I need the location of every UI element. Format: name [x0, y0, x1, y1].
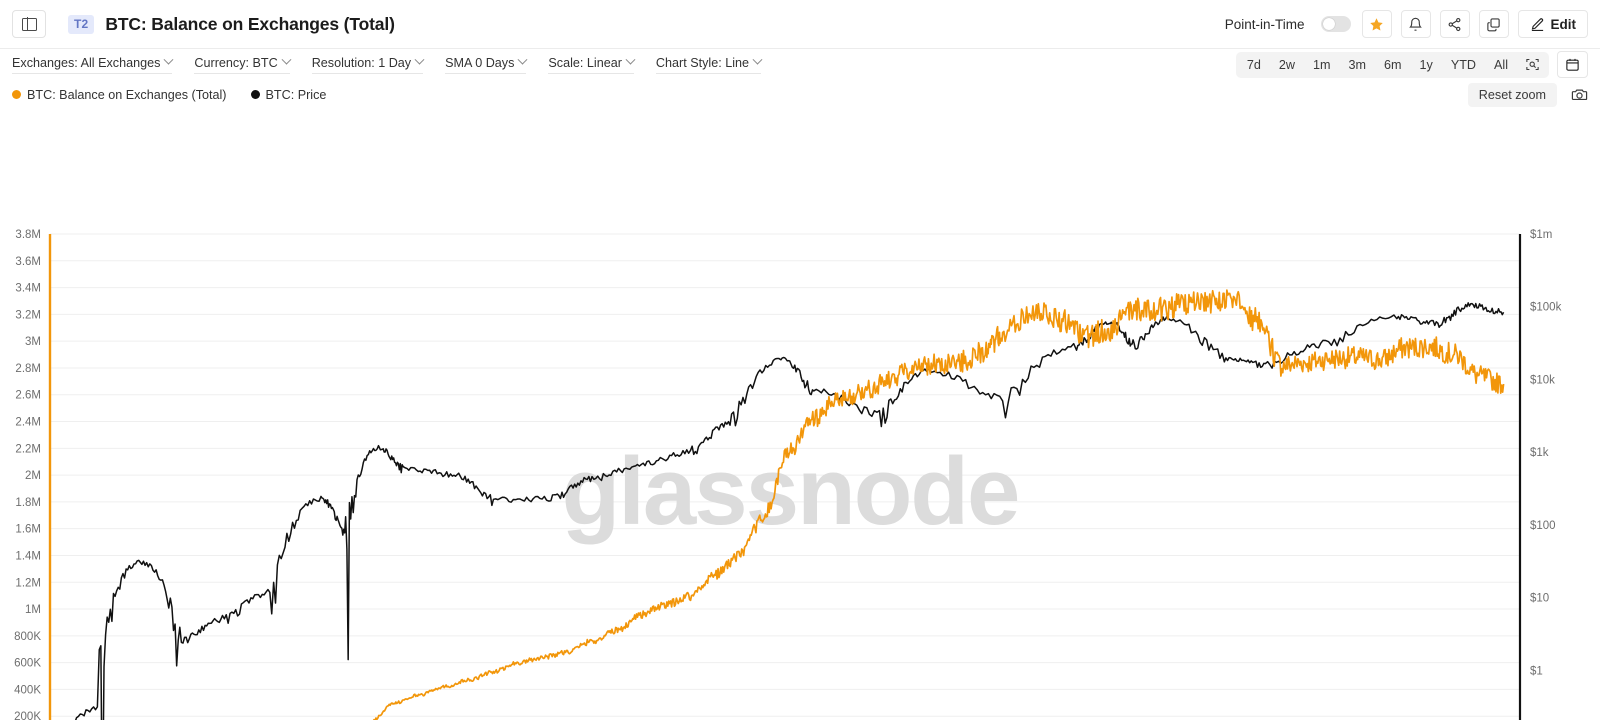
y-axis-left-tick: 3.4M	[15, 283, 41, 295]
watermark: glassnode	[562, 438, 1019, 545]
filter-resolution[interactable]: Resolution: 1 Day	[311, 54, 425, 74]
y-axis-right-tick: $1m	[1530, 229, 1552, 241]
y-axis-left-tick: 3.6M	[15, 256, 41, 268]
filter-scale[interactable]: Scale: Linear	[548, 54, 636, 74]
filter-currency[interactable]: Currency: BTC	[194, 54, 292, 74]
y-axis-left-tick: 1.6M	[15, 524, 41, 536]
range-6m[interactable]: 6m	[1384, 57, 1402, 72]
reset-zoom-button[interactable]: Reset zoom	[1467, 82, 1557, 107]
copy-icon	[1487, 17, 1500, 31]
filter-chart-style-label: Chart Style: Line	[655, 55, 750, 70]
legend-item-balance-label: BTC: Balance on Exchanges (Total)	[27, 87, 227, 102]
edit-button-label: Edit	[1550, 16, 1577, 32]
filter-currency-label: Currency: BTC	[194, 55, 278, 70]
y-axis-left-tick: 2.2M	[15, 443, 41, 455]
y-axis-left-tick: 200K	[14, 711, 41, 720]
filter-exchanges[interactable]: Exchanges: All Exchanges	[12, 54, 174, 74]
y-axis-left-tick: 2.8M	[15, 363, 41, 375]
y-axis-left-tick: 3.2M	[15, 309, 41, 321]
chevron-down-icon	[752, 54, 763, 65]
top-bar: T2 BTC: Balance on Exchanges (Total) Poi…	[0, 0, 1600, 49]
y-axis-right-tick: $100	[1530, 520, 1556, 532]
filter-bar: Exchanges: All Exchanges Currency: BTC R…	[0, 49, 1600, 80]
y-axis-right-tick: $1	[1530, 665, 1543, 677]
sidebar-panel-icon	[21, 16, 37, 32]
y-axis-right-tick: $10	[1530, 593, 1549, 605]
tier-badge: T2	[68, 14, 95, 34]
duplicate-button[interactable]	[1478, 10, 1509, 38]
legend-item-price-label: BTC: Price	[265, 87, 327, 102]
series-line-price	[74, 302, 1505, 720]
pencil-icon	[1531, 17, 1543, 31]
y-axis-left-tick: 400K	[14, 684, 41, 696]
filter-chart-style[interactable]: Chart Style: Line	[655, 54, 763, 74]
time-range-selector: 7d 2w 1m 3m 6m 1y YTD All	[1235, 51, 1549, 78]
y-axis-left-tick: 1.2M	[15, 577, 41, 589]
camera-icon	[1571, 89, 1588, 101]
range-1m[interactable]: 1m	[1313, 57, 1331, 72]
calendar-icon	[1566, 58, 1579, 71]
zoom-select-icon	[1525, 58, 1539, 71]
chevron-down-icon	[414, 54, 425, 65]
bell-icon	[1409, 17, 1422, 31]
chart-svg[interactable]: glassnode 0200K400K600K800K1M1.2M1.4M1.6…	[0, 109, 1600, 720]
legend-actions: Reset zoom	[1467, 82, 1588, 107]
y-axis-left-tick: 2M	[25, 470, 41, 482]
y-axis-left-tick: 1.8M	[15, 497, 41, 509]
filter-sma-label: SMA 0 Days	[445, 55, 515, 70]
y-axis-left-tick: 1.4M	[15, 550, 41, 562]
y-axis-left-tick: 600K	[14, 658, 41, 670]
y-axis-left-tick: 3.8M	[15, 229, 41, 241]
chevron-down-icon	[625, 54, 636, 65]
filter-scale-label: Scale: Linear	[548, 55, 622, 70]
filter-resolution-label: Resolution: 1 Day	[311, 55, 412, 70]
range-1y[interactable]: 1y	[1419, 57, 1433, 72]
page-title: BTC: Balance on Exchanges (Total)	[105, 13, 395, 34]
legend-color-swatch	[250, 90, 260, 99]
share-button[interactable]	[1439, 10, 1470, 38]
point-in-time-label: Point-in-Time	[1224, 16, 1305, 32]
y-axis-left-tick: 1M	[25, 604, 41, 616]
y-axis-right-tick: $10k	[1530, 374, 1555, 386]
legend-bar: BTC: Balance on Exchanges (Total) BTC: P…	[0, 80, 1600, 109]
range-3m[interactable]: 3m	[1348, 57, 1367, 72]
range-ytd[interactable]: YTD	[1450, 57, 1476, 72]
chevron-down-icon	[517, 54, 528, 65]
y-axis-left-tick: 2.6M	[15, 390, 41, 402]
zoom-select-button[interactable]	[1517, 52, 1547, 78]
sidebar-toggle-button[interactable]	[12, 10, 46, 38]
y-axis-right-tick: $100k	[1530, 302, 1562, 314]
alerts-button[interactable]	[1400, 10, 1431, 38]
legend-color-swatch	[12, 90, 21, 99]
legend-item-price[interactable]: BTC: Price	[250, 87, 327, 102]
series-line-balance	[372, 289, 1505, 720]
top-bar-actions: Point-in-Time E	[1225, 10, 1588, 38]
range-all[interactable]: All	[1494, 57, 1508, 72]
legend-item-balance[interactable]: BTC: Balance on Exchanges (Total)	[12, 88, 227, 102]
filter-exchanges-label: Exchanges: All Exchanges	[12, 55, 161, 70]
chevron-down-icon	[163, 54, 174, 65]
y-axis-right-tick: $1k	[1530, 447, 1549, 459]
range-7d[interactable]: 7d	[1246, 57, 1261, 72]
y-axis-left-tick: 2.4M	[15, 417, 41, 429]
calendar-button[interactable]	[1557, 51, 1588, 78]
screenshot-button[interactable]	[1571, 86, 1588, 103]
y-axis-right: $0.10$1$10$100$1k$10k$100k$1m	[1530, 229, 1562, 677]
range-2w[interactable]: 2w	[1278, 57, 1295, 72]
chevron-down-icon	[281, 54, 292, 65]
edit-button[interactable]: Edit	[1517, 10, 1588, 38]
share-icon	[1448, 17, 1461, 31]
point-in-time-toggle[interactable]	[1320, 16, 1351, 32]
y-axis-left-tick: 3M	[25, 336, 41, 348]
filter-sma[interactable]: SMA 0 Days	[445, 54, 528, 74]
chart-area[interactable]: glassnode 0200K400K600K800K1M1.2M1.4M1.6…	[0, 109, 1600, 720]
star-icon	[1370, 17, 1383, 30]
y-axis-left-tick: 800K	[14, 631, 41, 643]
y-axis-left: 0200K400K600K800K1M1.2M1.4M1.6M1.8M2M2.2…	[14, 229, 41, 720]
favorite-button[interactable]	[1361, 10, 1392, 38]
